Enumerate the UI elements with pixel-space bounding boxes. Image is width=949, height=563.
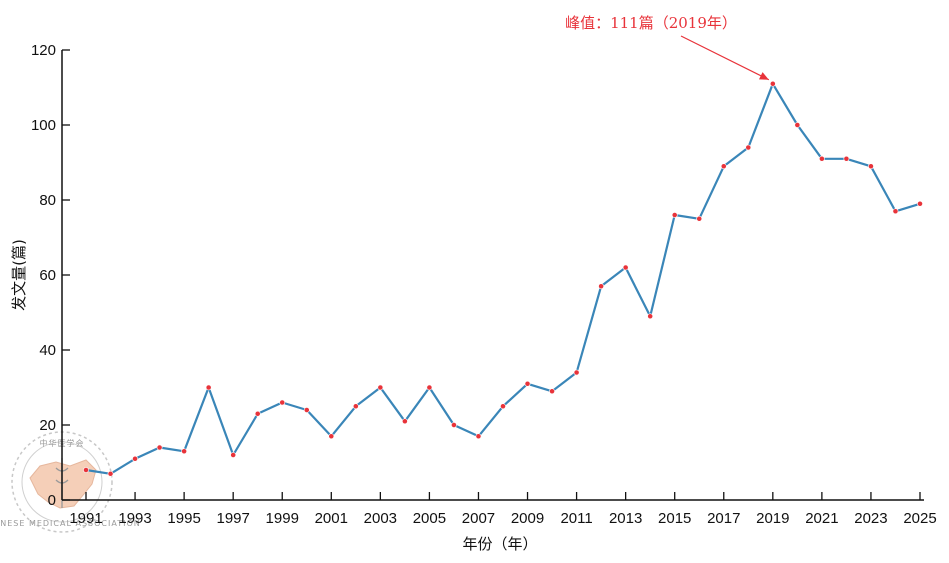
data-point	[205, 384, 212, 391]
data-point	[254, 410, 261, 417]
data-point	[769, 80, 776, 87]
data-point	[83, 467, 89, 473]
data-point	[794, 122, 801, 128]
y-axis-ticks: 0 20 40 60 80 100 120	[31, 42, 70, 509]
y-tick-label: 0	[48, 492, 56, 509]
x-tick-label: 2021	[805, 510, 838, 527]
y-axis-title: 发文量(篇)	[10, 239, 28, 311]
data-point	[573, 369, 580, 376]
data-point	[426, 384, 433, 391]
data-point	[892, 208, 899, 215]
data-point	[132, 455, 138, 462]
x-tick-label: 2019	[756, 510, 789, 527]
annotation-label: 峰值：111篇（2019年）	[565, 14, 737, 32]
x-tick-label: 1991	[69, 510, 102, 527]
x-axis-ticks: 1991 1993 1995 1997 1999 2001 2003 2005 2007 2009…	[69, 492, 937, 527]
x-tick-label: 2003	[364, 510, 397, 527]
x-tick-label: 1993	[118, 510, 151, 527]
x-tick-label: 2011	[560, 510, 592, 527]
data-point	[745, 144, 752, 151]
data-point	[598, 283, 605, 290]
data-point	[549, 388, 555, 395]
series-group	[83, 80, 923, 477]
y-tick-label: 40	[39, 342, 56, 359]
data-point	[868, 163, 874, 170]
x-tick-label: 1999	[266, 510, 299, 527]
y-tick-label: 80	[39, 192, 56, 209]
data-point	[647, 313, 654, 320]
data-point	[524, 380, 531, 387]
y-tick-label: 120	[31, 42, 56, 59]
data-point	[328, 433, 335, 440]
data-point	[720, 163, 727, 170]
x-tick-label: 2001	[315, 510, 348, 527]
x-tick-label: 2015	[658, 510, 691, 527]
series-line	[85, 82, 921, 475]
data-point	[818, 155, 825, 162]
x-tick-label: 1997	[216, 510, 249, 527]
data-point	[696, 215, 703, 222]
data-point	[451, 422, 457, 428]
data-point	[401, 418, 408, 425]
y-tick-label: 100	[31, 117, 56, 134]
data-point	[303, 407, 310, 413]
data-point	[843, 155, 850, 162]
x-tick-label: 2007	[462, 510, 495, 527]
x-tick-label: 2017	[707, 510, 740, 527]
y-tick-label: 60	[39, 267, 56, 284]
annotation-group: 峰值：111篇（2019年）	[565, 14, 770, 81]
data-point	[500, 403, 506, 410]
watermark-bottom-text: CHINESE MEDICAL ASSOCIATION	[0, 519, 141, 528]
data-point	[377, 384, 384, 391]
y-tick-label: 20	[39, 417, 56, 434]
data-point	[279, 399, 286, 406]
data-point	[181, 448, 188, 455]
x-tick-label: 2009	[511, 510, 544, 527]
data-point	[230, 452, 237, 458]
data-point	[475, 433, 482, 440]
data-point	[917, 200, 923, 207]
x-tick-label: 2013	[609, 510, 642, 527]
data-point	[671, 212, 678, 218]
x-tick-label: 1995	[167, 510, 200, 527]
data-point	[622, 264, 629, 271]
china-map-icon	[29, 459, 97, 509]
data-point	[156, 444, 163, 451]
annotation-arrow-line	[680, 35, 770, 81]
annotation-arrow-head	[758, 72, 769, 80]
x-tick-label: 2023	[854, 510, 887, 527]
x-tick-label: 2005	[413, 510, 446, 527]
x-tick-label: 2025	[903, 510, 936, 527]
data-point	[107, 470, 114, 477]
data-point	[352, 403, 359, 410]
x-axis-title: 年份（年）	[462, 535, 537, 553]
